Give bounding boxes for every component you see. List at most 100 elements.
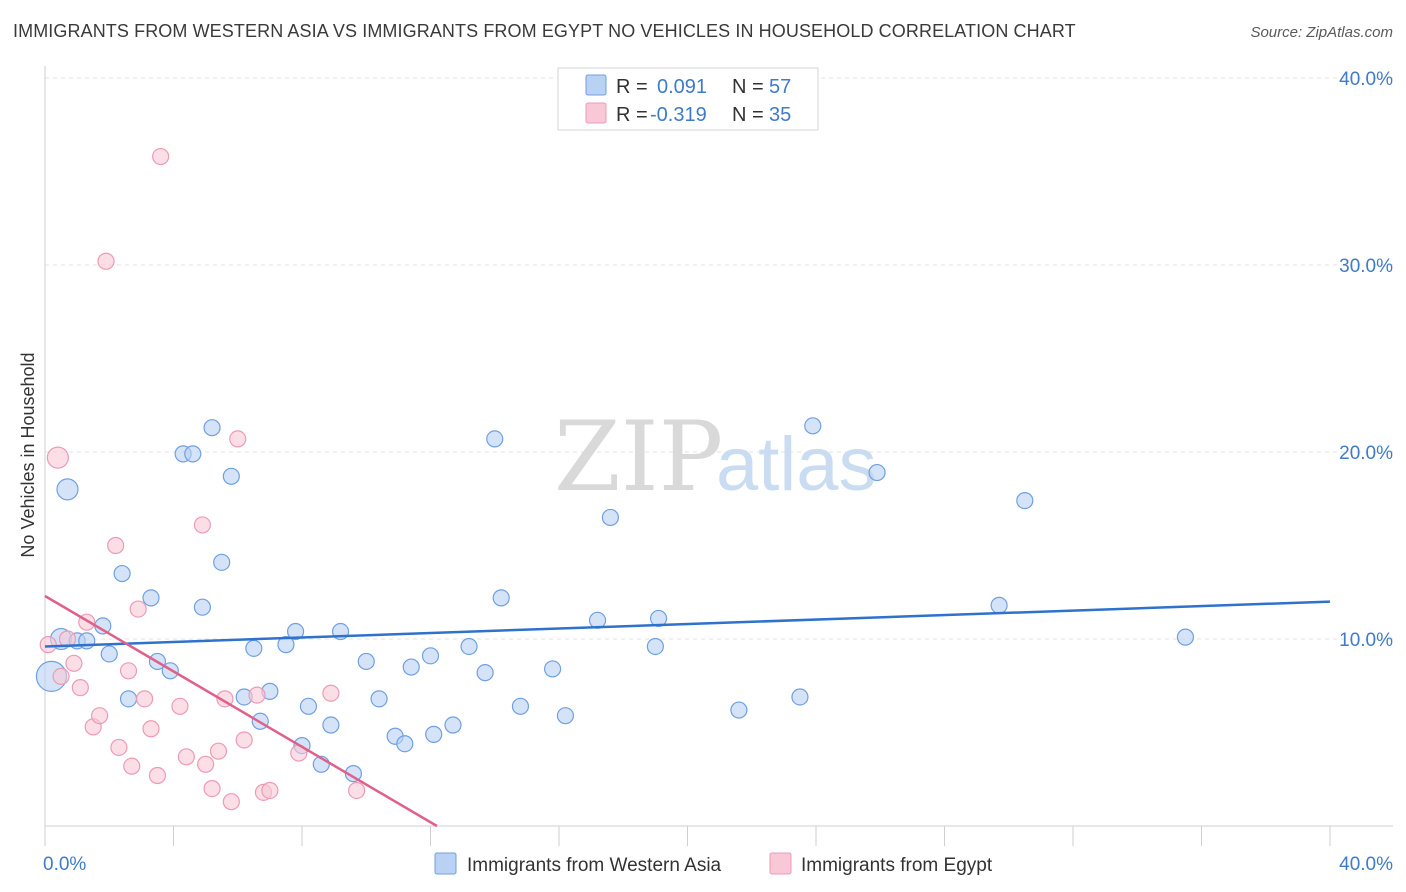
point-western-asia <box>322 716 340 734</box>
series-legend-label-western-asia: Immigrants from Western Asia <box>467 855 722 876</box>
point-western-asia <box>444 716 462 734</box>
point-egypt <box>248 686 266 704</box>
trend-lines <box>44 594 1331 828</box>
point-egypt <box>152 147 170 166</box>
point-western-asia <box>730 701 748 719</box>
point-western-asia <box>245 639 263 657</box>
point-western-asia <box>868 463 886 482</box>
point-egypt <box>46 446 69 469</box>
point-egypt <box>177 748 195 766</box>
data-points <box>35 147 1195 811</box>
x-tick-label: 40.0% <box>1339 854 1393 875</box>
legend-r-egypt: -0.319 <box>650 104 707 126</box>
point-egypt <box>52 667 70 686</box>
stats-legend: R = 0.091 N = 57 R = -0.319 N = 35 <box>557 67 819 131</box>
point-egypt <box>142 720 160 738</box>
point-egypt <box>129 600 147 618</box>
point-egypt <box>171 697 189 715</box>
point-western-asia <box>100 645 118 663</box>
point-egypt <box>39 636 57 654</box>
legend-swatch-western-asia <box>585 74 607 96</box>
point-egypt <box>110 738 128 757</box>
point-western-asia <box>543 660 562 678</box>
point-western-asia <box>1176 628 1195 646</box>
point-egypt <box>193 516 212 534</box>
y-tick-label: 20.0% <box>1339 443 1393 464</box>
point-western-asia <box>476 664 494 682</box>
point-egypt <box>123 757 141 775</box>
point-western-asia <box>492 589 510 607</box>
legend-n-western-asia: 57 <box>769 76 791 98</box>
point-egypt <box>203 779 221 798</box>
series-legend-swatch-western-asia <box>434 852 457 875</box>
point-egypt <box>197 755 215 773</box>
point-western-asia <box>113 564 131 583</box>
point-western-asia <box>601 508 620 527</box>
y-tick-label: 30.0% <box>1339 256 1393 277</box>
point-western-asia <box>402 658 420 676</box>
point-western-asia <box>299 697 318 715</box>
point-western-asia <box>78 632 96 650</box>
chart-title: IMMIGRANTS FROM WESTERN ASIA VS IMMIGRAN… <box>13 21 1076 41</box>
source-note: Source: ZipAtlas.com <box>1250 24 1393 41</box>
point-western-asia <box>556 707 575 725</box>
watermark: ZIP atlas <box>554 401 877 513</box>
y-axis-label: No Vehicles in Household <box>18 352 38 557</box>
gridlines <box>45 77 1393 640</box>
point-western-asia <box>646 637 664 656</box>
point-western-asia <box>203 419 221 437</box>
watermark-atlas: atlas <box>716 422 877 507</box>
point-western-asia <box>119 690 138 708</box>
point-egypt <box>65 654 83 672</box>
axes <box>44 66 1393 846</box>
point-western-asia <box>425 725 443 743</box>
point-egypt <box>229 430 247 448</box>
legend-r-label-western-asia: R = <box>616 76 648 98</box>
point-western-asia <box>213 553 231 571</box>
point-egypt <box>91 707 109 725</box>
point-western-asia <box>460 637 478 656</box>
point-egypt <box>261 781 279 800</box>
series-legend-label-egypt: Immigrants from Egypt <box>801 855 993 876</box>
point-egypt <box>119 662 138 680</box>
tick-labels: 10.0% 20.0% 30.0% 40.0% 0.0% 40.0% <box>43 69 1393 875</box>
point-egypt <box>58 630 77 648</box>
point-egypt <box>348 781 366 800</box>
legend-n-egypt: 35 <box>769 104 791 126</box>
y-tick-label: 10.0% <box>1339 630 1393 651</box>
point-egypt <box>107 536 125 555</box>
point-egypt <box>222 793 240 811</box>
point-western-asia <box>184 445 202 463</box>
point-egypt <box>322 684 340 702</box>
point-egypt <box>209 742 228 760</box>
point-western-asia <box>486 430 504 448</box>
point-egypt <box>135 690 154 708</box>
point-egypt <box>97 252 115 270</box>
point-western-asia <box>193 598 212 616</box>
point-western-asia <box>277 636 295 654</box>
point-western-asia <box>990 596 1008 614</box>
point-western-asia <box>804 417 822 435</box>
point-western-asia <box>421 647 440 665</box>
series-legend: Immigrants from Western Asia Immigrants … <box>434 852 993 876</box>
point-egypt <box>71 679 89 697</box>
legend-r-label-egypt: R = <box>616 104 648 126</box>
x-tick-label: 0.0% <box>43 854 86 875</box>
legend-n-label-western-asia: N = <box>732 76 764 98</box>
point-egypt <box>235 731 253 749</box>
point-western-asia <box>56 478 79 501</box>
trend-line-egypt <box>44 594 438 828</box>
legend-r-western-asia: 0.091 <box>657 76 707 98</box>
point-western-asia <box>357 652 375 671</box>
trend-line-western-asia <box>44 600 1331 648</box>
y-tick-label: 40.0% <box>1339 69 1393 90</box>
watermark-zip: ZIP <box>554 401 723 513</box>
point-western-asia <box>142 589 160 607</box>
point-western-asia <box>511 697 530 715</box>
point-egypt <box>148 766 167 785</box>
legend-swatch-egypt <box>585 102 607 124</box>
point-western-asia <box>396 735 414 753</box>
series-legend-swatch-egypt <box>769 852 792 875</box>
point-western-asia <box>286 622 305 641</box>
